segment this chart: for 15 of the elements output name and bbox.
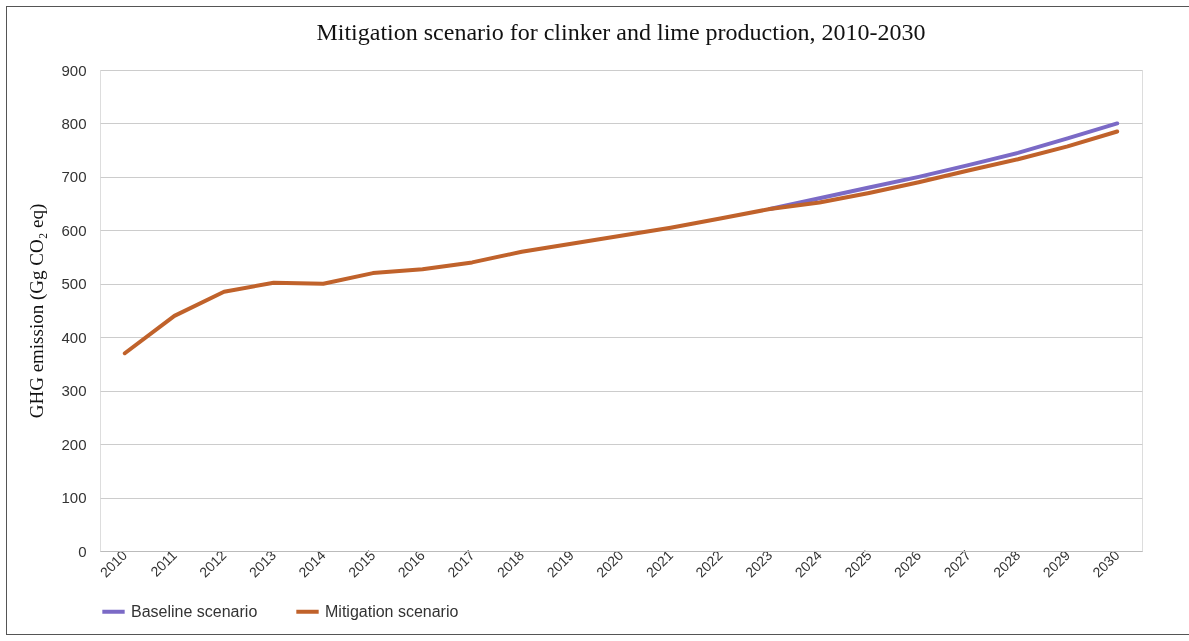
y-axis-title: GHG emission (Gg CO₂ eq) <box>26 203 49 419</box>
y-tick-label: 400 <box>61 328 87 346</box>
y-tick-label: 500 <box>61 275 87 293</box>
legend-label: Baseline scenario <box>131 602 258 620</box>
y-tick-label: 0 <box>78 542 87 560</box>
chart-title: Mitigation scenario for clinker and lime production, 2010-2030 <box>316 19 926 45</box>
y-tick-label: 100 <box>61 489 87 507</box>
y-tick-label: 300 <box>61 382 87 400</box>
y-tick-label: 600 <box>61 221 87 239</box>
line-series <box>122 129 1120 356</box>
y-tick-label: 800 <box>61 114 87 132</box>
legend-label: Mitigation scenario <box>325 602 459 620</box>
y-tick-label: 700 <box>61 168 87 186</box>
y-tick-label: 200 <box>61 435 87 453</box>
y-tick-label: 900 <box>61 61 87 79</box>
